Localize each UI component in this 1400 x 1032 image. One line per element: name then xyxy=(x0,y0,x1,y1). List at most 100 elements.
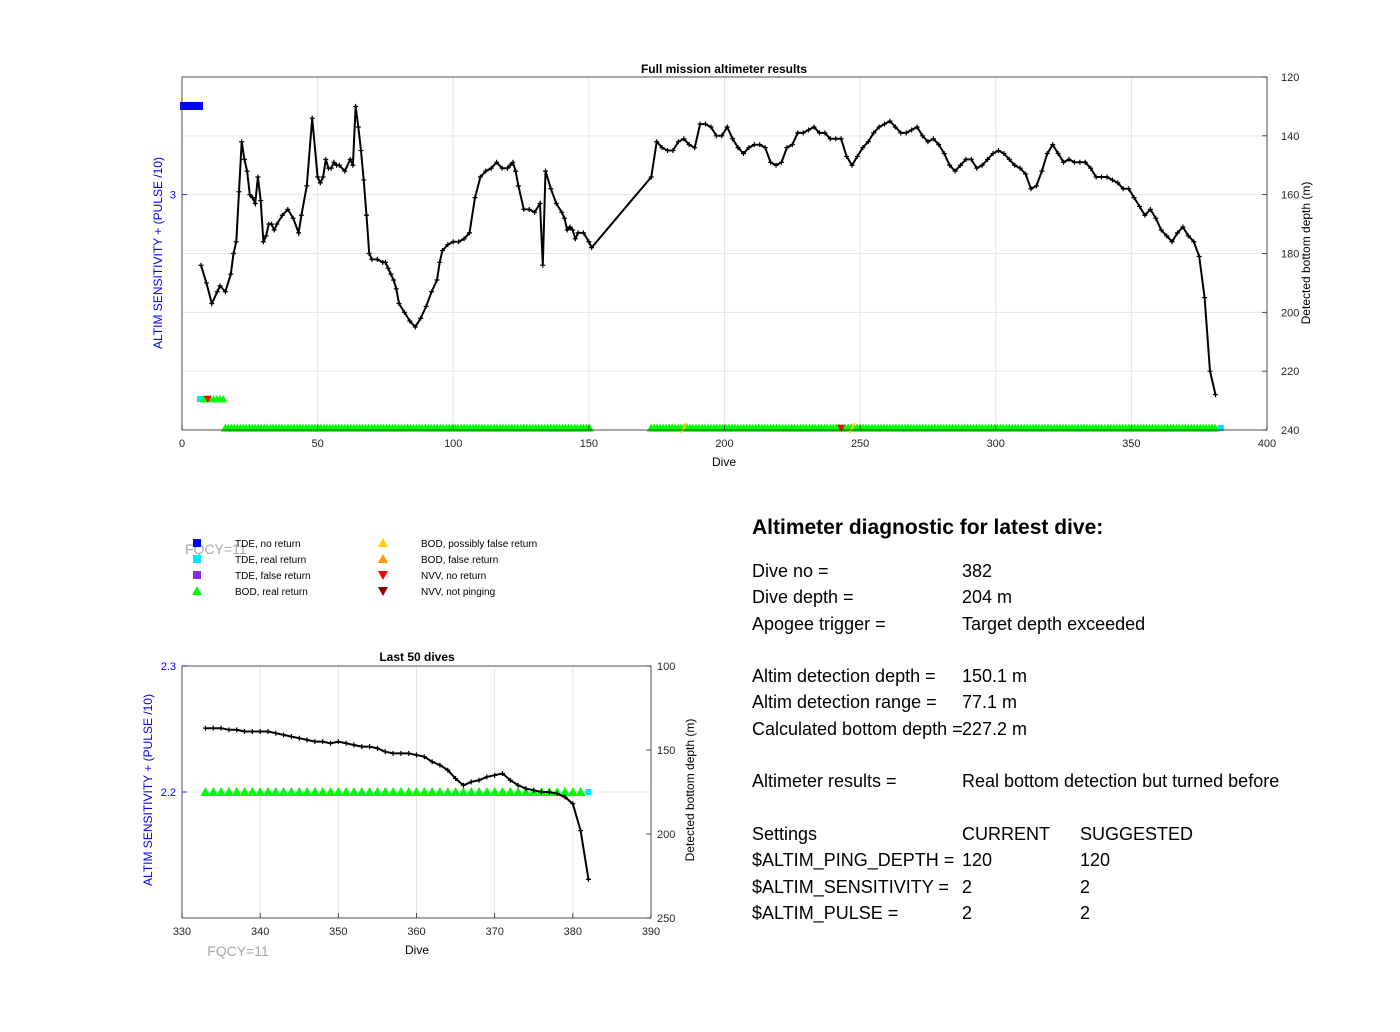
setting-suggested: 2 xyxy=(1080,902,1091,923)
bottom-depth-point xyxy=(974,165,980,171)
legend-label: TDE, false return xyxy=(235,571,311,582)
settings-header: Settings xyxy=(752,823,818,844)
bottom-depth-point xyxy=(995,148,1001,154)
bottom-depth-point xyxy=(1185,233,1191,239)
bottom-depth-point xyxy=(361,177,367,183)
last-50-dives-chart: Last 50 dives 330 340 350 360 370 380 390 100 15… xyxy=(141,650,697,959)
bottom-depth-point xyxy=(323,156,329,162)
bottom-depth-point xyxy=(539,789,545,795)
bottom-depth-point xyxy=(1109,177,1115,183)
bottom-depth-point xyxy=(703,121,709,127)
legend-label: NVV, no return xyxy=(421,571,486,582)
bottom-depth-point xyxy=(746,145,752,151)
bottom-depth-point xyxy=(328,165,334,171)
bottom-depth-point xyxy=(421,754,427,760)
bottom-right-tick-label: 250 xyxy=(657,913,675,925)
bottom-depth-point xyxy=(1137,203,1143,209)
bottom-depth-point xyxy=(1142,212,1148,218)
bottom-depth-point xyxy=(570,227,576,233)
bottom-depth-point xyxy=(692,145,698,151)
bod-real-return-marker xyxy=(325,787,336,796)
bottom-depth-point xyxy=(385,265,391,271)
legend-label: BOD, false return xyxy=(421,555,498,566)
bottom-depth-point xyxy=(768,159,774,165)
bottom-depth-point xyxy=(228,271,234,277)
bottom-depth-point xyxy=(806,127,812,133)
bottom-depth-point xyxy=(670,148,676,154)
bottom-depth-point xyxy=(492,772,498,778)
bottom-depth-point xyxy=(242,729,248,735)
bottom-depth-point xyxy=(217,283,223,289)
bottom-depth-point xyxy=(342,168,348,174)
bottom-depth-point xyxy=(407,318,413,324)
bottom-depth-point xyxy=(778,159,784,165)
bottom-depth-point xyxy=(198,262,204,268)
setting-name: $ALTIM_SENSITIVITY = xyxy=(752,876,949,897)
bottom-depth-point xyxy=(561,215,567,221)
bottom-depth-point xyxy=(369,256,375,262)
bottom-depth-point xyxy=(298,212,304,218)
bottom-depth-point xyxy=(735,145,741,151)
bottom-depth-point xyxy=(258,198,264,204)
bottom-depth-point xyxy=(947,162,953,168)
suggested-header: SUGGESTED xyxy=(1080,823,1194,844)
bottom-depth-point xyxy=(844,153,850,159)
bottom-depth-point xyxy=(445,767,451,773)
bottom-depth-point xyxy=(1202,295,1208,301)
top-right-tick-label: 200 xyxy=(1281,307,1299,319)
bod-real-return-marker xyxy=(458,787,469,796)
apogee-value: Target depth exceeded xyxy=(962,613,1146,634)
bottom-depth-point xyxy=(1077,159,1083,165)
bottom-depth-point xyxy=(1191,239,1197,245)
bottom-depth-point xyxy=(708,124,714,130)
top-axes: 0 50 100 150 200 250 300 350 400 120 140 160 180 200 2… xyxy=(170,72,1299,450)
bottom-depth-point xyxy=(572,236,578,242)
calculated-bottom-label: Calculated bottom depth = xyxy=(752,718,963,739)
bottom-depth-point xyxy=(274,221,280,227)
bottom-depth-point xyxy=(1093,174,1099,180)
bottom-depth-point xyxy=(762,145,768,151)
bottom-depth-point xyxy=(719,133,725,139)
tde-real-return-marker xyxy=(585,789,592,795)
bottom-depth-point xyxy=(265,729,271,735)
dive-depth-label: Dive depth = xyxy=(752,587,854,608)
bottom-depth-point xyxy=(484,774,490,780)
bottom-depth-point xyxy=(279,212,285,218)
top-right-tick-label: 140 xyxy=(1281,131,1299,143)
bottom-axes: 330 340 350 360 370 380 390 100 150 200 250 2.2 2.3 xyxy=(161,661,676,938)
top-right-ylabel: Detected bottom depth (m) xyxy=(1299,182,1313,325)
setting-name: $ALTIM_PULSE = xyxy=(752,902,899,923)
top-x-tick-label: 100 xyxy=(444,438,462,450)
bottom-depth-point xyxy=(553,200,559,206)
bottom-depth-point xyxy=(968,156,974,162)
bottom-depth-point xyxy=(1050,142,1056,148)
bottom-depth-point xyxy=(675,139,681,145)
bottom-depth-point xyxy=(925,139,931,145)
bottom-depth-point xyxy=(214,289,220,295)
bottom-depth-point xyxy=(1028,186,1034,192)
bottom-depth-point xyxy=(505,165,510,171)
bottom-depth-point xyxy=(659,145,665,151)
bottom-depth-point xyxy=(898,130,904,136)
bottom-depth-point xyxy=(548,186,554,192)
bottom-depth-point xyxy=(233,239,239,245)
bottom-depth-point xyxy=(1169,239,1175,245)
top-right-tick-label: 180 xyxy=(1281,249,1299,261)
full-mission-chart: Full mission altimeter results 0 50 100 150… xyxy=(151,62,1313,469)
bottom-depth-point xyxy=(350,162,356,168)
bottom-depth-point xyxy=(510,159,516,165)
bottom-depth-point xyxy=(515,782,521,788)
top-right-tick-label: 160 xyxy=(1281,190,1299,202)
bottom-depth-point xyxy=(532,209,538,215)
bod-real-return-marker xyxy=(380,787,391,796)
bottom-depth-point xyxy=(1115,180,1121,186)
altim-detection-depth-value: 150.1 m xyxy=(962,666,1028,687)
bottom-depth-point xyxy=(909,127,915,133)
bottom-depth-point xyxy=(335,739,341,745)
bottom-depth-point xyxy=(382,259,388,265)
bottom-fqcy-label: FQCY=11 xyxy=(207,943,269,959)
dive-no-label: Dive no = xyxy=(752,561,829,581)
bottom-right-tick-label: 150 xyxy=(657,745,675,757)
bod-real-return-marker xyxy=(567,787,578,796)
bottom-xlabel: Dive xyxy=(405,943,429,957)
